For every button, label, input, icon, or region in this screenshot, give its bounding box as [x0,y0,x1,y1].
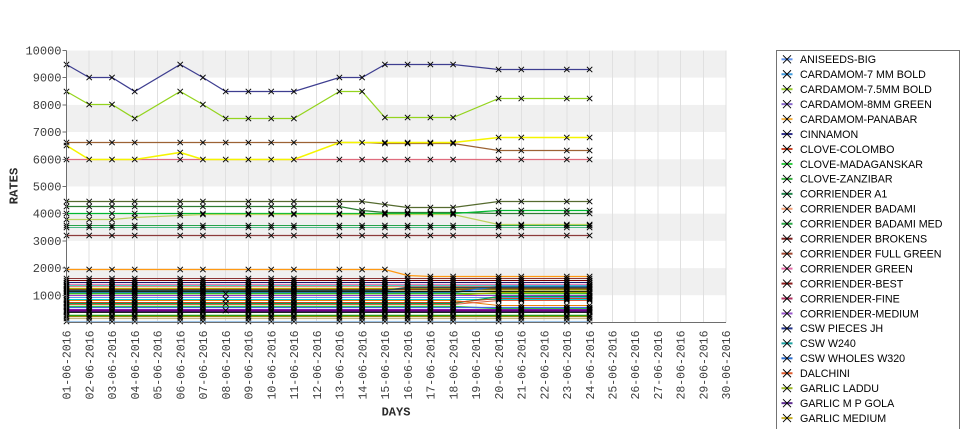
svg-text:28-06-2016: 28-06-2016 [676,330,689,399]
svg-text:6000: 6000 [33,153,62,167]
svg-text:CSW PIECES JH: CSW PIECES JH [800,323,883,335]
svg-text:CORRIENDER BADAMI: CORRIENDER BADAMI [800,204,916,216]
svg-text:CORRIENDER A1: CORRIENDER A1 [800,189,887,201]
svg-text:02-06-2016: 02-06-2016 [84,330,97,399]
svg-text:07-06-2016: 07-06-2016 [198,330,211,399]
svg-text:03-06-2016: 03-06-2016 [107,330,120,399]
svg-text:04-06-2016: 04-06-2016 [130,330,143,399]
svg-text:ANISEEDS-BIG: ANISEEDS-BIG [800,54,876,66]
svg-text:5000: 5000 [33,181,62,195]
svg-text:30-06-2016: 30-06-2016 [721,330,734,399]
svg-text:19-06-2016: 19-06-2016 [471,330,484,399]
svg-text:CORRIENDER-MEDIUM: CORRIENDER-MEDIUM [800,308,919,320]
svg-text:CORRIENDER FULL GREEN: CORRIENDER FULL GREEN [800,248,942,260]
svg-text:GARLIC MEDIUM: GARLIC MEDIUM [800,413,886,425]
svg-text:CORRIENDER-FINE: CORRIENDER-FINE [800,293,900,305]
svg-text:12-06-2016: 12-06-2016 [312,330,325,399]
svg-text:DAYS: DAYS [382,406,411,420]
svg-text:CSW WHOLES W320: CSW WHOLES W320 [800,353,905,365]
svg-text:24-06-2016: 24-06-2016 [585,330,598,399]
svg-text:GARLIC LADDU: GARLIC LADDU [800,383,879,395]
svg-text:13-06-2016: 13-06-2016 [335,330,348,399]
svg-text:09-06-2016: 09-06-2016 [244,330,257,399]
svg-text:CORRIENDER BADAMI MED: CORRIENDER BADAMI MED [800,219,943,231]
svg-text:7000: 7000 [33,126,62,140]
svg-text:01-06-2016: 01-06-2016 [62,330,75,399]
svg-text:15-06-2016: 15-06-2016 [380,330,393,399]
svg-text:16-06-2016: 16-06-2016 [403,330,416,399]
svg-text:18-06-2016: 18-06-2016 [448,330,461,399]
svg-text:10-06-2016: 10-06-2016 [266,330,279,399]
svg-text:CORRIENDER BROKENS: CORRIENDER BROKENS [800,234,927,246]
svg-text:CLOVE-ZANZIBAR: CLOVE-ZANZIBAR [800,174,893,186]
svg-text:23-06-2016: 23-06-2016 [562,330,575,399]
svg-text:17-06-2016: 17-06-2016 [426,330,439,399]
svg-text:27-06-2016: 27-06-2016 [653,330,666,399]
svg-text:14-06-2016: 14-06-2016 [357,330,370,399]
svg-text:CLOVE-MADAGANSKAR: CLOVE-MADAGANSKAR [800,159,923,171]
svg-text:CINNAMON: CINNAMON [800,129,858,141]
svg-text:CARDAMOM-7 MM BOLD: CARDAMOM-7 MM BOLD [800,69,926,81]
svg-text:4000: 4000 [33,208,62,222]
svg-text:11-06-2016: 11-06-2016 [289,330,302,399]
svg-text:CSW W240: CSW W240 [800,338,856,350]
svg-text:CARDAMOM-7.5MM BOLD: CARDAMOM-7.5MM BOLD [800,84,932,96]
svg-text:22-06-2016: 22-06-2016 [539,330,552,399]
svg-text:GARLIC M P GOLA: GARLIC M P GOLA [800,398,895,410]
svg-text:26-06-2016: 26-06-2016 [630,330,643,399]
svg-text:8000: 8000 [33,99,62,113]
svg-text:2000: 2000 [33,262,62,276]
svg-text:3000: 3000 [33,235,62,249]
svg-text:10000: 10000 [25,45,61,59]
svg-text:08-06-2016: 08-06-2016 [221,330,234,399]
svg-text:CLOVE-COLOMBO: CLOVE-COLOMBO [800,144,894,156]
svg-text:1000: 1000 [33,289,62,303]
svg-text:05-06-2016: 05-06-2016 [153,330,166,399]
svg-text:RATES: RATES [8,168,22,205]
svg-text:CARDAMOM-8MM GREEN: CARDAMOM-8MM GREEN [800,99,932,111]
svg-text:21-06-2016: 21-06-2016 [517,330,530,399]
svg-text:CORRIENDER-BEST: CORRIENDER-BEST [800,278,904,290]
svg-text:29-06-2016: 29-06-2016 [698,330,711,399]
svg-text:DALCHINI: DALCHINI [800,368,850,380]
svg-text:CORRIENDER GREEN: CORRIENDER GREEN [800,263,913,275]
svg-text:9000: 9000 [33,72,62,86]
svg-text:CARDAMOM-PANABAR: CARDAMOM-PANABAR [800,114,918,126]
svg-text:25-06-2016: 25-06-2016 [607,330,620,399]
svg-text:06-06-2016: 06-06-2016 [175,330,188,399]
svg-text:20-06-2016: 20-06-2016 [494,330,507,399]
